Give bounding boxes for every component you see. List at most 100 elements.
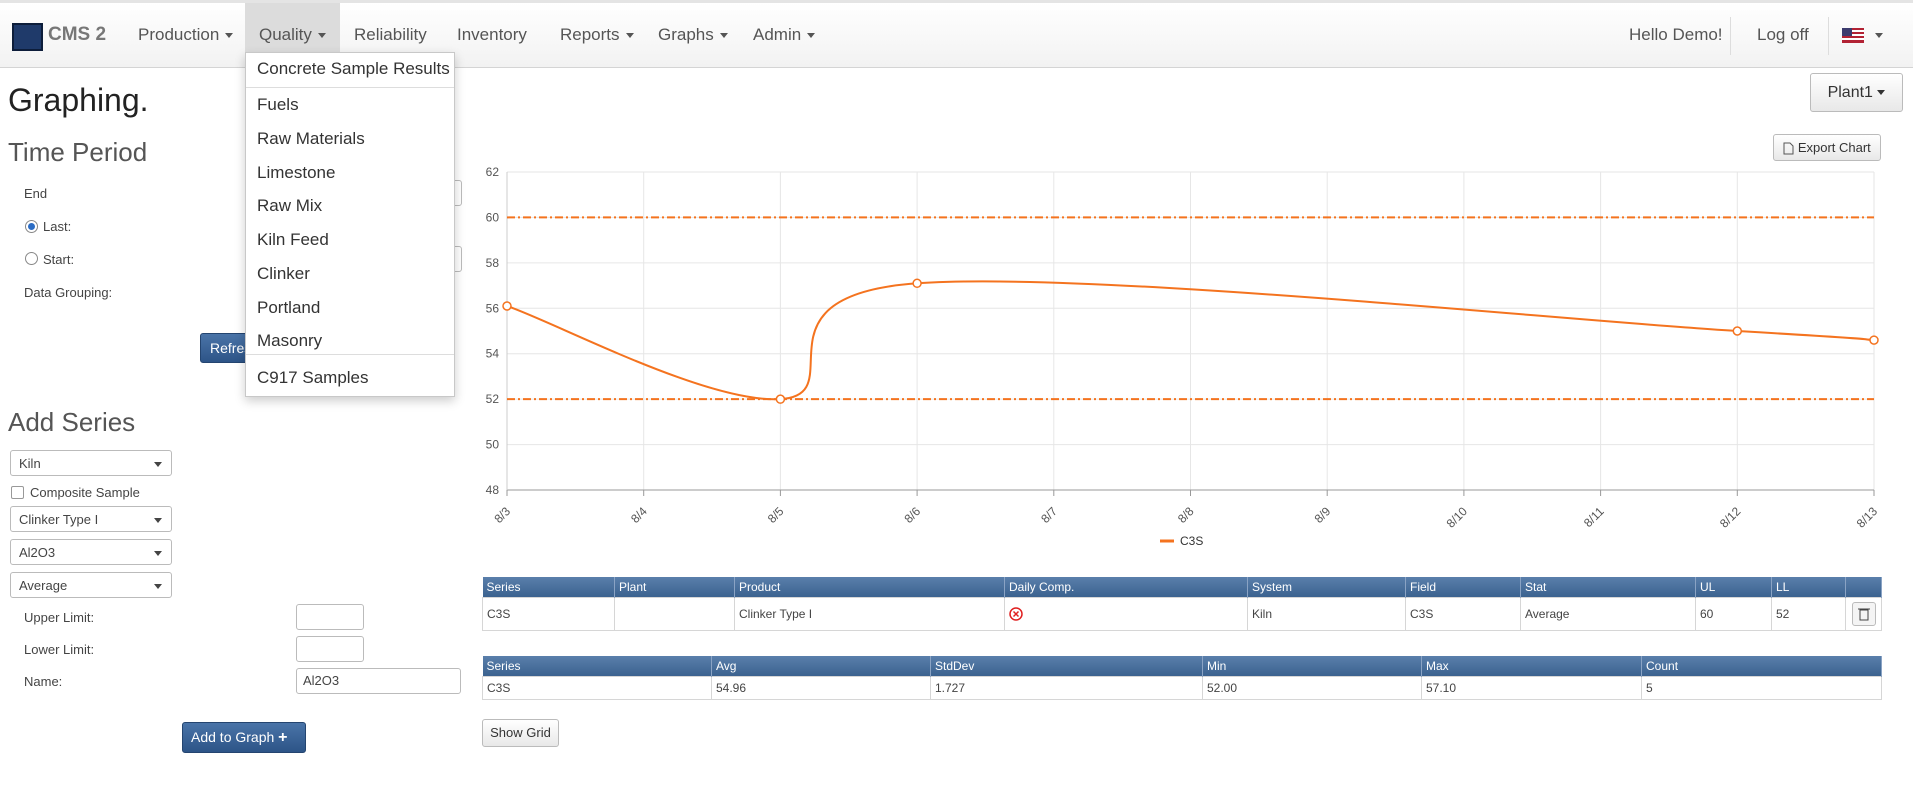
show-grid-button[interactable]: Show Grid [482,719,559,747]
composite-checkbox[interactable] [11,486,24,499]
nav-menu-item[interactable]: Reliability [354,25,427,44]
y-tick-label: 60 [486,210,500,224]
dropdown-item[interactable]: Masonry [257,331,323,350]
column-header: Daily Comp. [1004,577,1248,598]
table-cell [1004,597,1248,631]
delete-button[interactable] [1851,602,1876,626]
x-tick-label: 8/13 [1854,504,1881,531]
end-label: End [24,186,48,201]
add-series-heading: Add Series [8,407,136,437]
dropdown-divider [246,87,454,88]
table-cell: Average [1520,597,1696,631]
last-radio[interactable] [25,220,38,233]
top-border [0,0,1913,3]
logo[interactable] [12,23,43,51]
column-header: Product [734,577,1005,598]
table-cell [614,597,735,631]
nav-menu-item[interactable]: Graphs [658,3,728,67]
table-cell: C3S [482,676,712,700]
series-table: Series Plant Product Daily Comp. System Field… [482,577,1882,631]
export-button[interactable]: Export Chart [1773,134,1881,161]
dropdown-item[interactable]: Clinker [257,264,310,283]
data-point [1732,326,1743,336]
composite-label: Composite Sample [30,485,140,500]
flag-icon [1842,28,1864,44]
column-header: Field [1405,577,1521,598]
table-cell: 52.00 [1202,676,1422,700]
y-tick-label: 50 [486,438,500,452]
name-input[interactable]: Al2O3 [296,668,461,694]
lower-limit-input[interactable] [296,636,364,662]
dropdown-item[interactable]: Limestone [257,163,336,182]
plant-label: Plant1 [1827,84,1873,101]
table-cell: 54.96 [711,676,931,700]
upper-limit-input[interactable] [296,604,364,630]
header-row: Series Avg StdDev Min Max Count [482,656,1882,677]
x-tick-label: 8/7 [1038,504,1060,526]
nav-menu-item[interactable]: Inventory [457,25,527,44]
add-to-graph-label: Add to Graph [191,729,275,745]
dropdown-item[interactable]: Raw Mix [257,196,323,215]
dropdown-item[interactable]: Concrete Sample Results [257,59,450,78]
table-cell: 5 [1641,676,1882,700]
dropdown-item[interactable]: C917 Samples [257,368,369,387]
nav-menu-item[interactable]: Admin [753,3,815,67]
x-tick-label: 8/6 [902,504,924,526]
x-tick-label: 8/11 [1581,504,1607,530]
y-tick-label: 62 [486,165,500,179]
dropdown-item[interactable]: Fuels [257,95,299,114]
language-menu[interactable] [1842,3,1883,67]
stat-select[interactable]: Average [10,572,172,598]
data-point [1869,335,1879,345]
separator [1730,17,1731,55]
column-header: Plant [614,577,735,598]
y-tick-label: 52 [486,392,500,406]
table-cell: C3S [1405,597,1521,631]
dropdown-item[interactable]: Raw Materials [257,129,365,148]
product-select[interactable]: Clinker Type I [10,506,172,532]
greeting[interactable]: Hello Demo! [1629,25,1723,44]
dropdown-divider [246,354,454,355]
y-tick-label: 56 [486,301,500,315]
x-tick-label: 8/9 [1312,504,1334,526]
dropdown-item[interactable]: Portland [257,298,321,317]
dropdown-item[interactable]: Kiln Feed [257,230,329,249]
column-header [1845,577,1882,598]
no-icon [1009,607,1023,622]
column-header: LL [1771,577,1846,598]
brand[interactable]: CMS 2 [48,24,107,45]
field-select[interactable]: Al2O3 [10,539,172,565]
last-label: Last: [43,219,72,234]
column-header: Stat [1520,577,1696,598]
export-label: Export Chart [1797,140,1871,155]
x-tick-label: 8/4 [628,504,650,526]
table-cell: Kiln [1247,597,1406,631]
column-header: Min [1202,656,1422,677]
start-label: Start: [43,252,75,267]
table-cell: 57.10 [1421,676,1642,700]
logoff-link[interactable]: Log off [1757,25,1809,44]
name-label: Name: [24,674,63,689]
pdf-icon [1783,142,1794,155]
nav-menu-item[interactable]: Reports [560,3,634,67]
table-cell: 52 [1771,597,1846,631]
page-title: Graphing. [8,82,149,118]
system-select[interactable]: Kiln [10,450,172,476]
upper-limit-label: Upper Limit: [24,610,95,625]
grouping-label: Data Grouping: [24,285,113,300]
start-radio[interactable] [25,252,38,265]
chart: 48 50 52 54 56 58 60 62 8/3 8/4 8/5 8/6 8/7 8/8 8/9 8/1… [486,165,1881,548]
column-header: Max [1421,656,1642,677]
column-header: StdDev [930,656,1203,677]
legend-label: C3S [1180,534,1203,548]
plant-select[interactable]: Plant1 [1810,73,1903,112]
column-header: Series [482,577,615,598]
table-cell [1845,597,1882,631]
table-cell: C3S [482,597,615,631]
nav-menu-item[interactable]: Production [138,3,233,67]
add-to-graph-button[interactable]: Add to Graph + [182,722,306,753]
column-header: Series [482,656,712,677]
x-tick-label: 8/12 [1717,504,1744,531]
column-header: Avg [711,656,931,677]
